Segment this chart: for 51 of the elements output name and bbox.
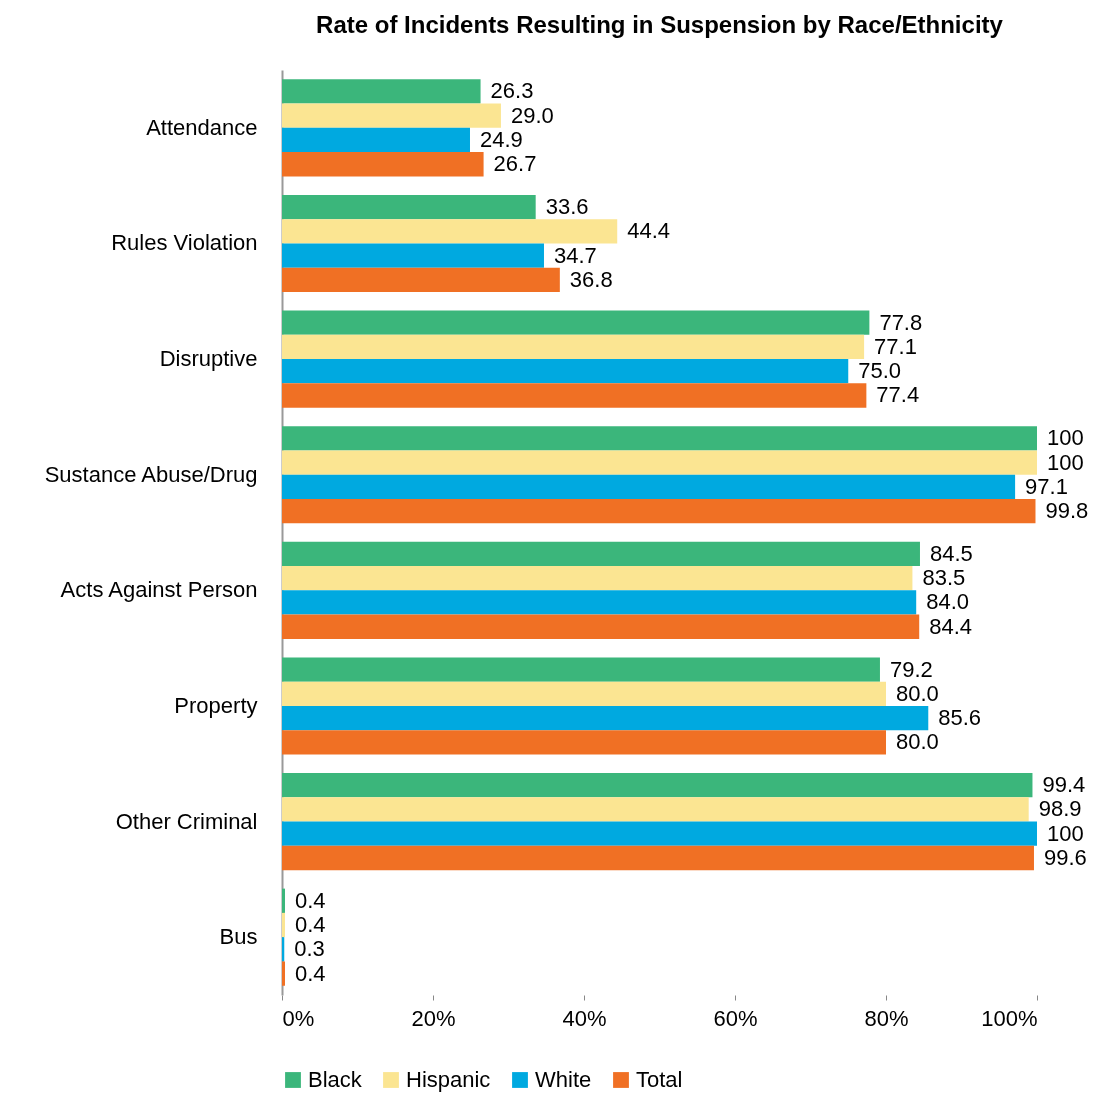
legend-label: Black bbox=[308, 1067, 363, 1092]
x-tick-label: 80% bbox=[864, 1005, 909, 1031]
y-tick-label: Property bbox=[174, 692, 258, 718]
data-label: 100 bbox=[1047, 425, 1084, 451]
data-label: 26.7 bbox=[493, 151, 537, 177]
y-tick-label: Other Criminal bbox=[115, 808, 258, 834]
data-label: 34.7 bbox=[553, 242, 597, 268]
y-tick-label: Attendance bbox=[146, 114, 258, 140]
data-label: 26.3 bbox=[490, 78, 534, 104]
data-label: 44.4 bbox=[627, 218, 671, 244]
legend-label: White bbox=[535, 1067, 592, 1092]
data-label: 0.4 bbox=[295, 912, 326, 938]
data-label: 77.4 bbox=[876, 382, 920, 408]
x-tick-label: 100% bbox=[981, 1005, 1038, 1031]
y-tick-label: Acts Against Person bbox=[60, 577, 258, 603]
chart-title: Rate of Incidents Resulting in Suspension by Race/Ethnicity bbox=[316, 11, 1004, 38]
data-label: 0.4 bbox=[295, 960, 326, 986]
x-tick-label: 40% bbox=[562, 1005, 607, 1031]
data-label: 29.0 bbox=[510, 102, 554, 128]
data-label: 98.9 bbox=[1038, 796, 1082, 822]
data-label: 99.6 bbox=[1043, 844, 1087, 870]
data-label: 36.8 bbox=[569, 266, 613, 292]
data-label: 84.0 bbox=[926, 589, 970, 615]
x-tick-label: 0% bbox=[282, 1005, 315, 1031]
data-label: 79.2 bbox=[889, 656, 933, 682]
data-label: 80.0 bbox=[896, 729, 939, 755]
data-label: 80.0 bbox=[896, 680, 939, 706]
data-label: 77.8 bbox=[879, 309, 923, 335]
data-label: 0.4 bbox=[295, 887, 326, 913]
legend-label: Total bbox=[636, 1067, 683, 1092]
x-tick-label: 20% bbox=[411, 1005, 456, 1031]
data-label: 85.6 bbox=[938, 705, 982, 731]
legend-label: Hispanic bbox=[406, 1067, 491, 1092]
data-label: 33.6 bbox=[545, 194, 589, 220]
data-label: 97.1 bbox=[1025, 473, 1068, 499]
data-label: 0.3 bbox=[294, 936, 325, 962]
data-label: 24.9 bbox=[479, 126, 523, 152]
data-label: 100 bbox=[1047, 449, 1084, 475]
data-label: 84.4 bbox=[929, 613, 973, 639]
data-label: 99.8 bbox=[1045, 498, 1089, 524]
data-label: 83.5 bbox=[922, 565, 966, 591]
data-label: 99.4 bbox=[1042, 772, 1086, 798]
y-tick-label: Rules Violation bbox=[111, 230, 258, 256]
y-tick-label: Bus bbox=[219, 924, 258, 950]
x-tick-label: 60% bbox=[713, 1005, 758, 1031]
data-label: 77.1 bbox=[874, 333, 917, 359]
data-label: 84.5 bbox=[929, 540, 973, 566]
y-tick-label: Sustance Abuse/Drug bbox=[44, 461, 258, 487]
y-tick-label: Disruptive bbox=[159, 346, 258, 372]
data-label: 100 bbox=[1047, 820, 1084, 846]
data-label: 75.0 bbox=[858, 358, 902, 384]
